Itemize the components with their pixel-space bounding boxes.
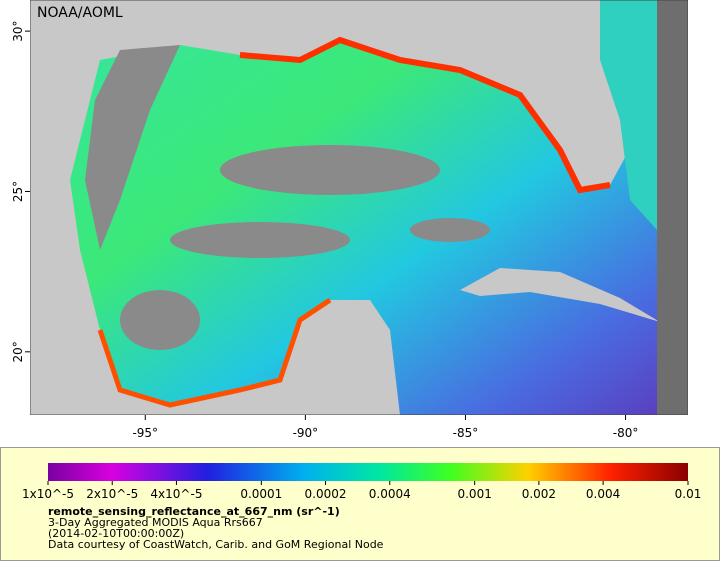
- colorbar-tick-label: 0.004: [586, 487, 620, 501]
- colorbar-tick-label: 0.0001: [240, 487, 282, 501]
- variable-name: remote_sensing_reflectance_at_667_nm (sr…: [48, 505, 340, 518]
- colorbar-tick-label: 0.0004: [369, 487, 411, 501]
- colorbar-tick-label: 0.0002: [305, 487, 347, 501]
- watermark: NOAA/AOML: [37, 5, 123, 21]
- x-tick-label: -95°: [132, 426, 158, 440]
- colorbar: [48, 463, 688, 481]
- atlantic-data: [600, 0, 657, 230]
- coastal-high: [97, 297, 332, 408]
- x-tick-label: -90°: [293, 426, 319, 440]
- cloud-gaps: [85, 45, 490, 350]
- colorbar-tick-label: 1x10^-5: [22, 487, 74, 501]
- colorbar-tick-label: 0.01: [675, 487, 702, 501]
- cuba: [460, 268, 660, 322]
- colorbar-tick-label: 2x10^-5: [86, 487, 138, 501]
- ocean-data: [70, 10, 657, 415]
- colorbar-axis: 1x10^-5 2x10^-5 4x10^-5 0.0001 0.0002 0.0004 0…: [22, 481, 701, 501]
- y-tick-label: 25°: [11, 181, 25, 202]
- dataset-title: 3-Day Aggregated MODIS Aqua Rrs667: [48, 516, 263, 529]
- coastal-high: [239, 36, 611, 194]
- colorbar-tick-label: 0.001: [457, 487, 491, 501]
- map-area: NOAA/AOML: [30, 0, 688, 415]
- x-tick-label: -80°: [613, 426, 639, 440]
- colorbar-tick-label: 4x10^-5: [150, 487, 202, 501]
- time-stamp: (2014-02-10T00:00:00Z): [48, 527, 184, 540]
- no-data-strip: [657, 0, 688, 415]
- axes: -95° -90° -85° -80° 30° 25° 20°: [11, 20, 638, 440]
- x-tick-label: -85°: [453, 426, 479, 440]
- colorbar-tick-label: 0.002: [522, 487, 556, 501]
- y-tick-label: 30°: [11, 20, 25, 41]
- credit: Data courtesy of CoastWatch, Carib. and …: [48, 538, 384, 551]
- y-tick-label: 20°: [11, 341, 25, 362]
